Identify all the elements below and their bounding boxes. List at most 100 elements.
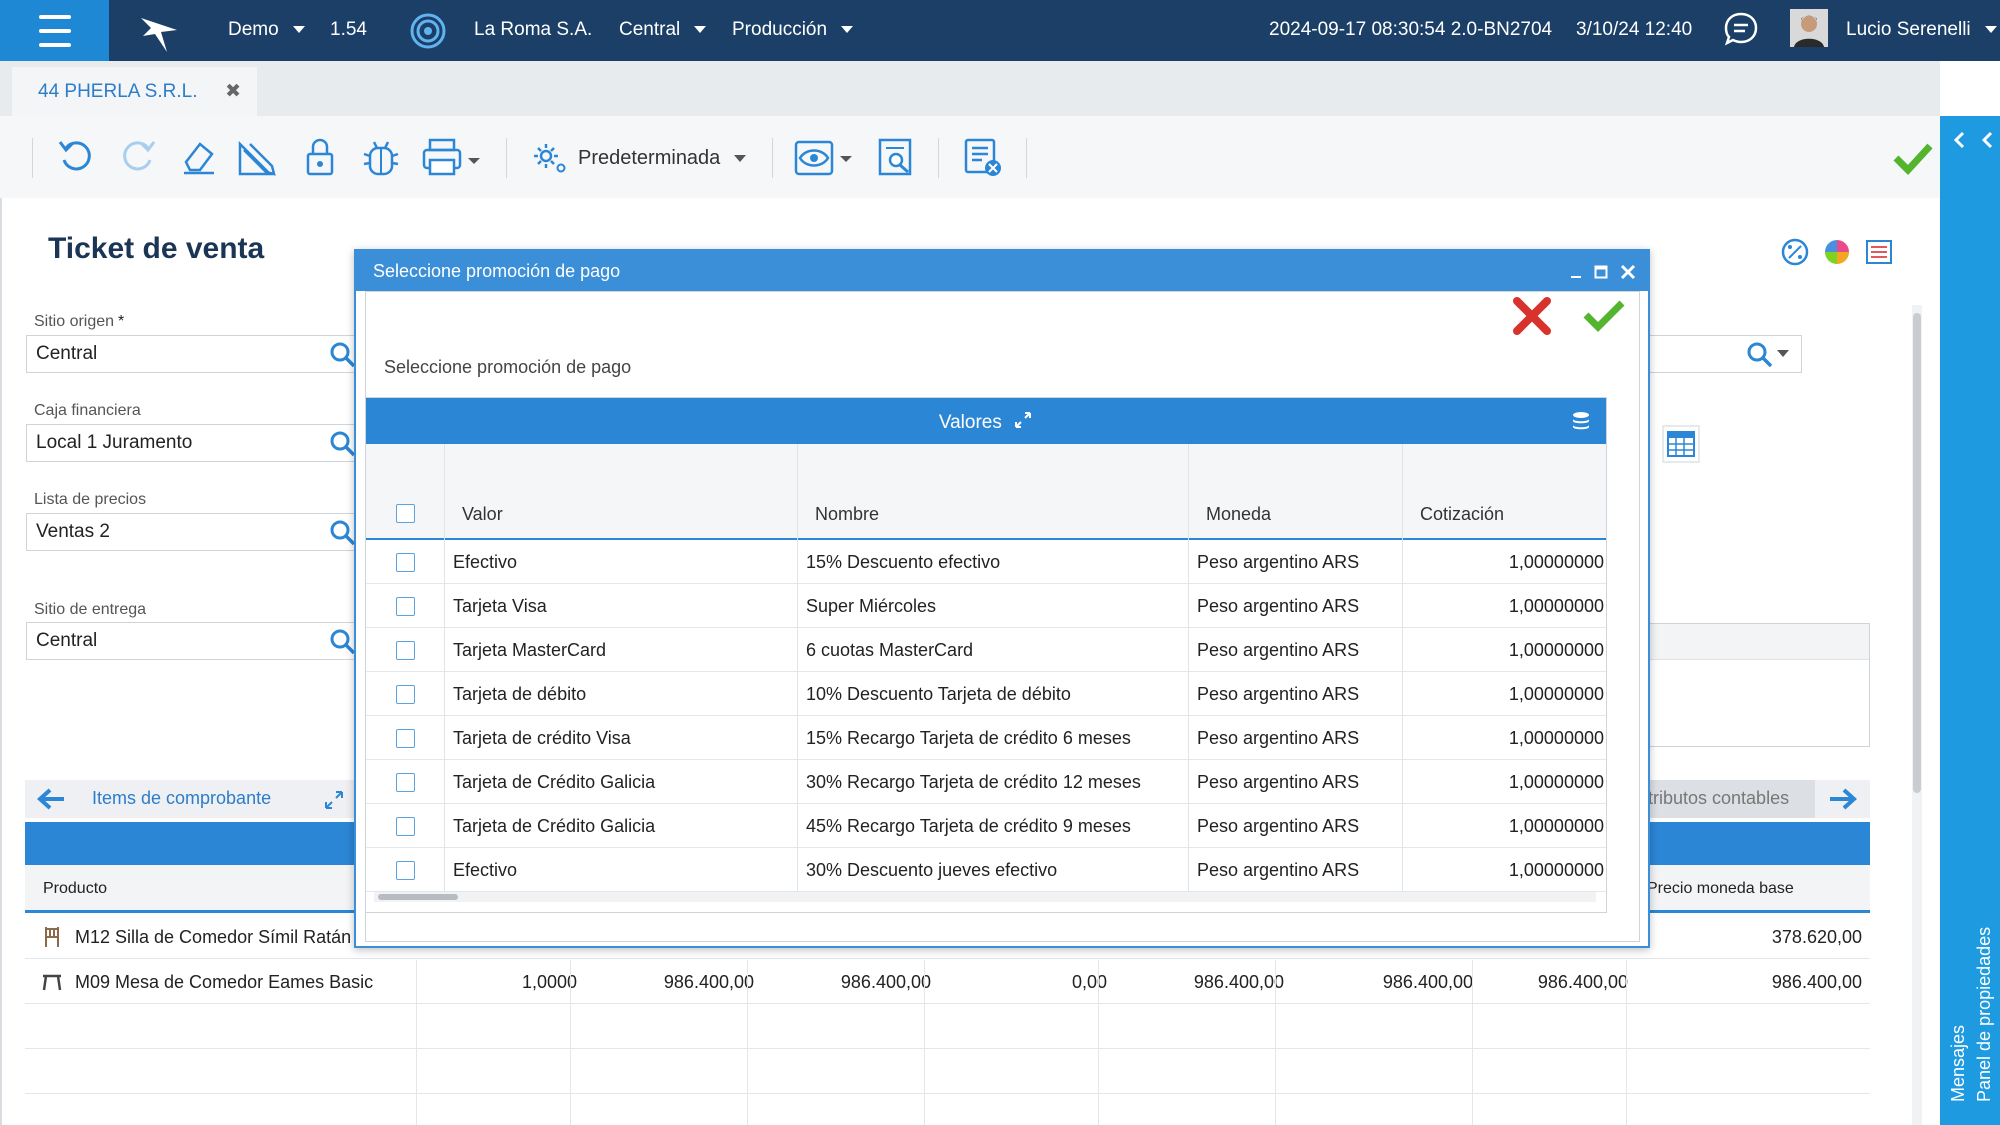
values-grid: Valores Valor Nombre Moneda Cotización [365, 397, 1607, 913]
list-item[interactable]: Tarjeta de Crédito Galicia 45% Recargo T… [366, 804, 1606, 848]
document-tabs: 44 PHERLA S.R.L. ✖ [0, 61, 1940, 122]
color-wheel-icon[interactable] [1822, 237, 1852, 267]
lock-icon[interactable] [302, 136, 338, 178]
values-grid-title: Valores [366, 410, 1606, 434]
list-item[interactable]: Efectivo 30% Descuento jueves efectivo P… [366, 848, 1606, 892]
env-selector[interactable]: Demo [228, 19, 305, 41]
eraser-icon[interactable] [178, 136, 218, 176]
search-icon[interactable] [328, 627, 358, 657]
row-checkbox[interactable] [396, 641, 415, 660]
col-precio-base[interactable]: Precio moneda base [1647, 880, 1794, 897]
right-text-area[interactable] [1640, 623, 1870, 747]
col-cotizacion[interactable]: Cotización [1420, 504, 1505, 524]
row-checkbox[interactable] [396, 773, 415, 792]
dialog-header[interactable]: Seleccione promoción de pago [356, 251, 1648, 291]
items-tab-title[interactable]: Items de comprobante [92, 788, 272, 808]
expand-icon[interactable] [1013, 410, 1033, 430]
sitio-origen-label: Sitio origen * [34, 313, 125, 330]
row-checkbox[interactable] [396, 817, 415, 836]
expand-icon[interactable] [322, 788, 346, 812]
datetime-label: 3/10/24 12:40 [1576, 19, 1693, 40]
values-grid-scrollbar[interactable] [374, 892, 1596, 902]
redo-icon[interactable] [118, 136, 158, 176]
document-search-icon[interactable] [876, 136, 916, 178]
toolbar-divider [506, 138, 507, 178]
caja-label: Caja financiera [34, 402, 141, 419]
table-row[interactable]: M09 Mesa de Comedor Eames Basic 1,0000 9… [25, 960, 1870, 1004]
properties-panel-tab[interactable]: Panel de propiedades [1974, 926, 1994, 1102]
eye-icon[interactable] [794, 138, 856, 178]
calendar-icon[interactable] [1662, 425, 1700, 463]
chat-icon[interactable] [1722, 10, 1760, 48]
arrow-left-icon[interactable] [36, 787, 66, 811]
view-selector[interactable]: Predeterminada [532, 140, 747, 176]
list-item[interactable]: Tarjeta de débito 10% Descuento Tarjeta … [366, 672, 1606, 716]
row-checkbox[interactable] [396, 729, 415, 748]
table-row[interactable] [25, 1095, 1870, 1125]
ruler-pencil-icon[interactable] [236, 136, 278, 178]
values-column-header: Valor Nombre Moneda Cotización [366, 444, 1606, 540]
print-icon[interactable] [420, 136, 482, 178]
list-item[interactable]: Tarjeta MasterCard 6 cuotas MasterCard P… [366, 628, 1606, 672]
percent-icon[interactable] [1780, 237, 1810, 267]
toolbar-divider [1026, 138, 1027, 178]
tab-document[interactable]: 44 PHERLA S.R.L. ✖ [12, 67, 257, 122]
row-checkbox[interactable] [396, 597, 415, 616]
search-icon[interactable] [328, 518, 358, 548]
sitio-entrega-label: Sitio de entrega [34, 601, 147, 618]
table-row[interactable] [25, 1005, 1870, 1049]
caja-field[interactable]: Local 1 Juramento [26, 424, 361, 462]
chevron-down-icon[interactable] [1777, 350, 1789, 358]
sitio-entrega-field[interactable]: Central [26, 622, 361, 660]
tab-label: 44 PHERLA S.R.L. [38, 81, 198, 102]
collapse-left-icon[interactable] [1952, 130, 1966, 150]
form-scrollbar[interactable] [1912, 305, 1922, 1125]
avatar[interactable] [1790, 9, 1828, 47]
undo-icon[interactable] [56, 136, 96, 176]
values-grid-header: Valores [366, 398, 1606, 444]
row-checkbox[interactable] [396, 861, 415, 880]
arrow-right-icon[interactable] [1828, 787, 1858, 811]
col-producto[interactable]: Producto [43, 880, 108, 897]
cancel-x-icon[interactable] [1511, 295, 1553, 337]
col-nombre[interactable]: Nombre [815, 504, 880, 524]
col-moneda[interactable]: Moneda [1206, 504, 1272, 524]
confirm-check-icon[interactable] [1892, 140, 1934, 176]
row-checkbox[interactable] [396, 553, 415, 572]
tab-tributos[interactable]: tributos contables [1640, 780, 1815, 818]
table-row[interactable] [25, 1050, 1870, 1094]
select-all-checkbox[interactable] [396, 504, 415, 523]
target-icon[interactable] [409, 12, 447, 50]
table-row[interactable]: M12 Silla de Comedor Símil Ratán 378.620… [25, 915, 1870, 959]
close-tab-icon[interactable]: ✖ [225, 81, 241, 102]
right-lookup-field[interactable] [1640, 335, 1802, 373]
list-view-icon[interactable] [1864, 237, 1894, 267]
list-item[interactable]: Tarjeta Visa Super Miércoles Peso argent… [366, 584, 1606, 628]
minimize-icon[interactable] [1570, 265, 1582, 279]
site-selector[interactable]: Central [619, 19, 707, 41]
search-icon[interactable] [328, 429, 358, 459]
area-selector[interactable]: Producción [732, 19, 854, 41]
bug-icon[interactable] [360, 136, 402, 178]
list-item[interactable]: Tarjeta de Crédito Galicia 30% Recargo T… [366, 760, 1606, 804]
search-icon[interactable] [328, 340, 358, 370]
accept-check-icon[interactable] [1582, 297, 1626, 333]
sitio-origen-field[interactable]: Central [26, 335, 361, 373]
close-icon[interactable] [1620, 264, 1636, 280]
messages-tab[interactable]: Mensajes [1948, 1024, 1968, 1102]
maximize-icon[interactable] [1594, 265, 1608, 279]
collapse-left-icon[interactable] [1980, 130, 1994, 150]
col-valor[interactable]: Valor [462, 504, 503, 524]
database-icon[interactable] [1570, 410, 1592, 432]
toolbar-divider [938, 138, 939, 178]
lista-precios-field[interactable]: Ventas 2 [26, 513, 361, 551]
list-cancel-icon[interactable] [962, 136, 1004, 178]
row-checkbox[interactable] [396, 685, 415, 704]
promo-dialog: Seleccione promoción de pago Seleccione … [354, 249, 1650, 948]
hamburger-menu-button[interactable] [0, 0, 109, 61]
list-item[interactable]: Efectivo 15% Descuento efectivo Peso arg… [366, 540, 1606, 584]
user-menu[interactable]: Lucio Serenelli [1846, 19, 1997, 41]
list-item[interactable]: Tarjeta de crédito Visa 15% Recargo Tarj… [366, 716, 1606, 760]
toolbar-divider [32, 138, 33, 178]
search-icon[interactable] [1745, 340, 1775, 370]
